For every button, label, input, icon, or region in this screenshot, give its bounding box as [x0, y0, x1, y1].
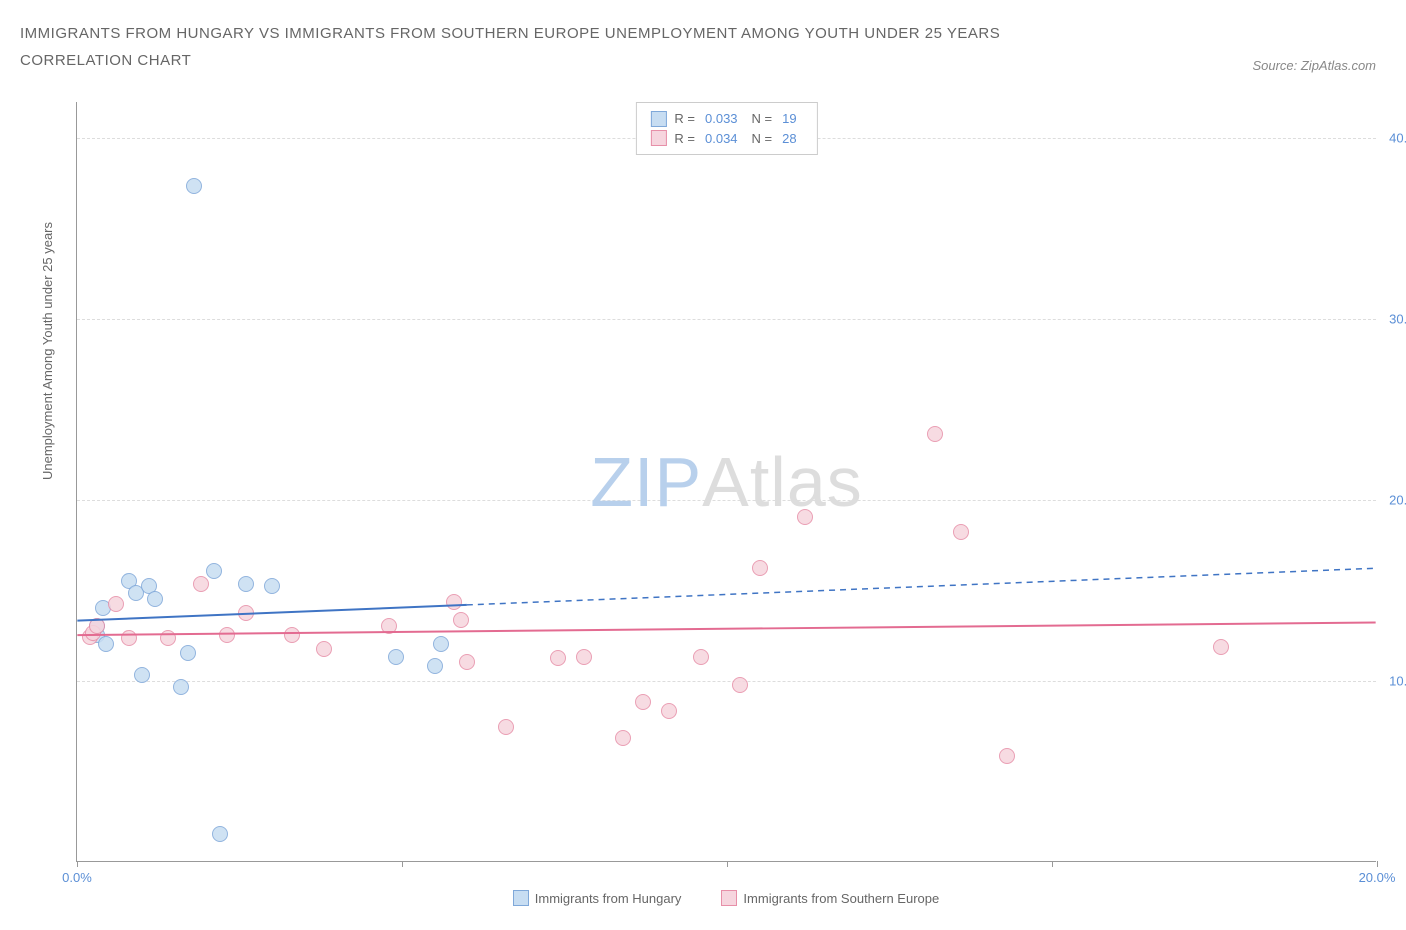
x-tick-label: 20.0% [1359, 870, 1396, 885]
gridline [77, 319, 1376, 320]
trend-lines [77, 102, 1376, 861]
data-point [121, 630, 137, 646]
title-line-1: IMMIGRANTS FROM HUNGARY VS IMMIGRANTS FR… [20, 25, 1000, 42]
data-point [576, 649, 592, 665]
plot-area: ZIPAtlas R = 0.033 N = 19 R = 0.034 N = … [76, 102, 1376, 862]
data-point [98, 636, 114, 652]
x-tick [77, 861, 78, 867]
n-label: N = [752, 109, 773, 129]
data-point [238, 576, 254, 592]
data-point [661, 703, 677, 719]
series-name-southern: Immigrants from Southern Europe [743, 891, 939, 906]
data-point [206, 563, 222, 579]
data-point [381, 618, 397, 634]
data-point [953, 524, 969, 540]
data-point [615, 730, 631, 746]
data-point [160, 630, 176, 646]
n-value-southern: 28 [782, 129, 796, 149]
data-point [752, 560, 768, 576]
y-tick-label: 20.0% [1389, 493, 1406, 508]
n-value-hungary: 19 [782, 109, 796, 129]
data-point [453, 612, 469, 628]
stats-legend: R = 0.033 N = 19 R = 0.034 N = 28 [635, 102, 817, 155]
series-name-hungary: Immigrants from Hungary [535, 891, 682, 906]
data-point [316, 641, 332, 657]
data-point [238, 605, 254, 621]
swatch-hungary [650, 111, 666, 127]
x-tick [1377, 861, 1378, 867]
data-point [693, 649, 709, 665]
x-tick [402, 861, 403, 867]
data-point [180, 645, 196, 661]
correlation-chart: IMMIGRANTS FROM HUNGARY VS IMMIGRANTS FR… [20, 20, 1386, 910]
gridline [77, 681, 1376, 682]
watermark: ZIPAtlas [590, 442, 863, 522]
data-point [635, 694, 651, 710]
x-tick-label: 0.0% [62, 870, 92, 885]
y-axis-title: Unemployment Among Youth under 25 years [40, 222, 55, 480]
series-legend: Immigrants from Hungary Immigrants from … [76, 890, 1376, 906]
data-point [427, 658, 443, 674]
gridline [77, 500, 1376, 501]
y-tick-label: 40.0% [1389, 131, 1406, 146]
legend-item-southern: Immigrants from Southern Europe [721, 890, 939, 906]
data-point [999, 748, 1015, 764]
data-point [446, 594, 462, 610]
x-tick [1052, 861, 1053, 867]
data-point [186, 178, 202, 194]
watermark-atlas: Atlas [702, 443, 863, 521]
x-tick [727, 861, 728, 867]
data-point [498, 719, 514, 735]
chart-title: IMMIGRANTS FROM HUNGARY VS IMMIGRANTS FR… [20, 20, 1386, 74]
data-point [927, 426, 943, 442]
title-line-2: CORRELATION CHART [20, 52, 191, 69]
data-point [193, 576, 209, 592]
r-value-hungary: 0.033 [705, 109, 738, 129]
data-point [219, 627, 235, 643]
data-point [173, 679, 189, 695]
data-point [212, 826, 228, 842]
swatch-southern [650, 130, 666, 146]
legend-item-hungary: Immigrants from Hungary [513, 890, 682, 906]
data-point [732, 677, 748, 693]
stats-row-southern: R = 0.034 N = 28 [650, 129, 802, 149]
data-point [797, 509, 813, 525]
data-point [388, 649, 404, 665]
n-label: N = [752, 129, 773, 149]
r-value-southern: 0.034 [705, 129, 738, 149]
data-point [550, 650, 566, 666]
data-point [108, 596, 124, 612]
data-point [147, 591, 163, 607]
data-point [264, 578, 280, 594]
y-tick-label: 30.0% [1389, 312, 1406, 327]
swatch-hungary [513, 890, 529, 906]
data-point [284, 627, 300, 643]
swatch-southern [721, 890, 737, 906]
stats-row-hungary: R = 0.033 N = 19 [650, 109, 802, 129]
data-point [459, 654, 475, 670]
source-credit: Source: ZipAtlas.com [1252, 58, 1376, 73]
data-point [433, 636, 449, 652]
data-point [89, 618, 105, 634]
r-label: R = [674, 129, 695, 149]
data-point [134, 667, 150, 683]
watermark-zip: ZIP [590, 443, 702, 521]
r-label: R = [674, 109, 695, 129]
y-tick-label: 10.0% [1389, 674, 1406, 689]
data-point [1213, 639, 1229, 655]
